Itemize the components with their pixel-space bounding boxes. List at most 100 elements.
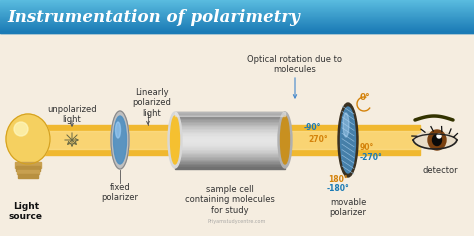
Text: Linearly
polarized
light: Linearly polarized light <box>133 88 172 118</box>
Bar <box>175 139 285 140</box>
Text: unpolarized
light: unpolarized light <box>47 105 97 124</box>
Bar <box>175 136 285 138</box>
Bar <box>175 154 285 156</box>
Bar <box>0 23 474 24</box>
Bar <box>0 10 474 11</box>
Bar <box>17 170 39 174</box>
Bar <box>175 116 285 118</box>
Bar <box>175 115 285 117</box>
Bar <box>175 119 285 121</box>
Bar <box>175 157 285 159</box>
Text: movable
polarizer: movable polarizer <box>329 198 366 217</box>
Bar <box>0 11 474 12</box>
Bar <box>175 143 285 145</box>
Ellipse shape <box>340 107 356 173</box>
Bar <box>0 0 474 2</box>
Bar <box>0 20 474 21</box>
Bar <box>0 20 474 21</box>
Bar <box>175 144 285 146</box>
Text: 0°: 0° <box>360 93 371 102</box>
Ellipse shape <box>171 116 180 164</box>
Ellipse shape <box>113 116 127 164</box>
Bar <box>0 5 474 7</box>
Bar <box>0 14 474 15</box>
Bar <box>0 31 474 32</box>
Bar <box>0 25 474 26</box>
Bar <box>0 24 474 25</box>
Bar <box>0 30 474 31</box>
Bar <box>175 123 285 125</box>
Bar <box>175 130 285 132</box>
Bar <box>175 129 285 131</box>
Bar <box>175 165 285 167</box>
Text: sample cell
containing molecules
for study: sample cell containing molecules for stu… <box>185 185 275 215</box>
Bar <box>0 33 474 236</box>
Bar <box>175 167 285 169</box>
Bar <box>175 112 285 114</box>
Bar <box>0 15 474 17</box>
Bar <box>175 140 285 142</box>
Ellipse shape <box>281 116 290 164</box>
Bar <box>175 148 285 150</box>
Bar <box>0 18 474 19</box>
Ellipse shape <box>168 112 182 168</box>
Bar <box>42 125 420 155</box>
Bar <box>0 26 474 27</box>
Bar <box>175 158 285 160</box>
Bar <box>0 19 474 20</box>
Bar <box>175 160 285 161</box>
Bar <box>0 8 474 9</box>
Bar <box>0 6 474 7</box>
Bar <box>175 164 285 166</box>
Bar <box>175 114 285 115</box>
Bar <box>175 155 285 157</box>
Bar <box>0 22 474 23</box>
Bar <box>175 125 285 126</box>
Bar <box>0 2 474 3</box>
Bar <box>0 3 474 4</box>
Bar <box>0 17 474 18</box>
Bar <box>175 147 285 149</box>
Bar <box>175 146 285 148</box>
Text: detector: detector <box>422 166 458 175</box>
Ellipse shape <box>432 135 441 146</box>
Ellipse shape <box>6 114 50 164</box>
Bar <box>0 7 474 8</box>
Bar <box>0 2 474 3</box>
Bar <box>0 9 474 10</box>
Bar <box>0 7 474 8</box>
Bar <box>0 12 474 13</box>
Bar <box>0 0 474 1</box>
Bar <box>0 32 474 33</box>
Bar <box>0 21 474 22</box>
Ellipse shape <box>428 130 446 150</box>
Bar <box>0 4 474 5</box>
Text: 180°: 180° <box>328 175 348 184</box>
Bar <box>175 161 285 163</box>
Ellipse shape <box>437 134 441 138</box>
Bar <box>175 153 285 155</box>
Bar <box>0 19 474 20</box>
Ellipse shape <box>111 111 129 169</box>
Bar <box>0 1 474 2</box>
Text: 90°: 90° <box>360 143 374 152</box>
Text: Priyamstudycentre.com: Priyamstudycentre.com <box>208 219 266 224</box>
Ellipse shape <box>116 122 120 138</box>
Text: fixed
polarizer: fixed polarizer <box>101 183 138 202</box>
Ellipse shape <box>278 112 292 168</box>
Ellipse shape <box>338 103 358 177</box>
Bar <box>0 31 474 32</box>
Text: -180°: -180° <box>327 184 349 193</box>
Bar <box>175 134 285 136</box>
Bar <box>175 150 285 152</box>
Bar <box>175 137 285 139</box>
Bar <box>0 10 474 12</box>
Bar <box>0 26 474 27</box>
Bar <box>0 24 474 25</box>
Text: 270°: 270° <box>308 135 328 144</box>
Bar <box>15 162 41 168</box>
Bar <box>0 15 474 16</box>
Bar <box>0 8 474 9</box>
Ellipse shape <box>14 122 28 136</box>
Bar <box>175 162 285 164</box>
